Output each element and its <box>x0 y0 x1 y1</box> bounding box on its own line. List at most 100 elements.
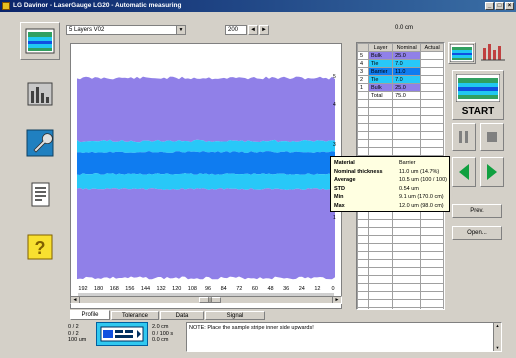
empty-cell <box>367 235 394 244</box>
empty-row <box>357 307 444 309</box>
empty-row <box>357 99 444 108</box>
layer-bulk-bottom[interactable] <box>77 188 335 280</box>
row-index: 2 <box>357 75 369 84</box>
value-field[interactable]: 200 <box>225 25 247 35</box>
statistics-button[interactable] <box>20 74 60 112</box>
empty-cell <box>357 107 369 116</box>
wrench-icon <box>26 129 54 157</box>
tab-tolerance[interactable]: Tolerance <box>111 311 159 320</box>
status-line: 0 / 100 s <box>152 330 174 337</box>
row-actual <box>420 83 444 92</box>
row-index: 5 <box>357 51 369 60</box>
tab-profile[interactable]: Profile <box>70 310 110 320</box>
empty-cell <box>392 123 422 132</box>
document-icon <box>31 182 50 207</box>
pause-icon <box>459 131 468 143</box>
x-tick-label: 84 <box>221 286 227 292</box>
empty-cell <box>357 123 369 132</box>
product-select-value: 5 Layers V02 <box>69 27 105 33</box>
empty-cell <box>420 267 444 276</box>
tooltip-key: STD <box>334 185 345 192</box>
empty-cell <box>367 243 394 252</box>
table-row[interactable]: 3 Barrier 11.0 <box>357 67 444 76</box>
empty-cell <box>392 131 422 140</box>
scroll-thumb[interactable]: ||| <box>199 297 221 303</box>
layer-barrier[interactable] <box>77 151 335 175</box>
table-row[interactable]: Total 75.0 <box>357 91 444 100</box>
open-button[interactable]: Open... <box>452 226 502 240</box>
arrow-left-icon: ◄ <box>250 27 256 33</box>
scroll-right-icon[interactable]: ► <box>332 297 341 303</box>
start-button[interactable]: START <box>452 70 504 120</box>
empty-row <box>357 275 444 284</box>
empty-row <box>357 123 444 132</box>
next-value-button[interactable]: ► <box>259 25 269 35</box>
note-scrollbar[interactable]: ▲ ▼ <box>493 323 501 351</box>
empty-cell <box>392 115 422 124</box>
settings-button[interactable] <box>20 124 60 162</box>
minimize-button[interactable]: _ <box>485 2 494 10</box>
report-button[interactable] <box>20 176 60 214</box>
empty-cell <box>420 115 444 124</box>
stop-button[interactable] <box>480 123 504 151</box>
empty-cell <box>357 267 369 276</box>
note-box[interactable]: NOTE: Place the sample stripe inner side… <box>186 322 502 352</box>
table-row[interactable]: 1 Bulk 25.0 <box>357 83 444 92</box>
arrow-right-icon: ► <box>261 27 267 33</box>
profile-view-button[interactable] <box>20 22 60 60</box>
previous-sample-button[interactable] <box>452 157 476 187</box>
empty-cell <box>357 307 369 309</box>
prev-button[interactable]: Prev. <box>452 204 502 218</box>
layer-tooltip: Material Barrier Nominal thickness 11.0 um … <box>330 156 450 212</box>
row-index <box>357 91 369 100</box>
row-index: 1 <box>357 83 369 92</box>
maximize-button[interactable]: □ <box>495 2 504 10</box>
empty-cell <box>367 131 394 140</box>
layers-view-button[interactable] <box>448 42 476 64</box>
empty-cell <box>367 211 394 220</box>
tab-signal[interactable]: Signal <box>205 311 265 320</box>
window-title: LG Davinor - LaserGauge LG20 - Automatic… <box>13 2 182 9</box>
empty-cell <box>367 107 394 116</box>
empty-cell <box>367 259 394 268</box>
row-actual <box>420 67 444 76</box>
layer-tie-upper[interactable] <box>77 139 335 153</box>
row-nominal: 11.0 <box>392 67 422 76</box>
x-tick-label: 72 <box>236 286 242 292</box>
prev-value-button[interactable]: ◄ <box>248 25 258 35</box>
tooltip-key: Min <box>334 194 344 201</box>
table-row[interactable]: 4 Tie 7.0 <box>357 59 444 68</box>
tooltip-key: Nominal thickness <box>334 168 383 175</box>
status-line: 100 um <box>68 337 87 343</box>
row-actual <box>420 51 444 60</box>
x-tick-label: 156 <box>125 286 134 292</box>
close-button[interactable]: × <box>505 2 514 10</box>
scroll-left-icon[interactable]: ◄ <box>71 297 80 303</box>
layer-bulk-top[interactable] <box>77 76 335 143</box>
help-button[interactable]: ? <box>20 228 60 266</box>
arrow-right-icon <box>487 164 497 180</box>
row-index: 3 <box>357 67 369 76</box>
scroll-down-icon[interactable]: ▼ <box>495 345 500 350</box>
histogram-view-button[interactable] <box>480 42 508 64</box>
table-row[interactable]: 2 Tie 7.0 <box>357 75 444 84</box>
profile-plot[interactable]: 5432119218016815614413212010896847260483… <box>70 43 342 309</box>
layer-label: 3 <box>333 142 336 148</box>
product-select[interactable]: 5 Layers V02 ▼ <box>66 25 186 35</box>
empty-cell <box>420 131 444 140</box>
layer-tie-lower[interactable] <box>77 173 335 190</box>
empty-cell <box>367 291 394 300</box>
next-sample-button[interactable] <box>480 157 504 187</box>
scroll-up-icon[interactable]: ▲ <box>495 323 500 328</box>
table-row[interactable]: 5 Bulk 25.0 <box>357 51 444 60</box>
empty-row <box>357 283 444 292</box>
chevron-down-icon[interactable]: ▼ <box>176 26 185 34</box>
pause-button[interactable] <box>452 123 476 151</box>
empty-cell <box>420 259 444 268</box>
empty-cell <box>420 139 444 148</box>
tab-data[interactable]: Data <box>160 311 204 320</box>
plot-scrollbar[interactable]: ◄ ||| ► <box>70 296 342 304</box>
empty-cell <box>392 267 422 276</box>
row-index: 4 <box>357 59 369 68</box>
x-tick-label: 0 <box>331 286 334 292</box>
